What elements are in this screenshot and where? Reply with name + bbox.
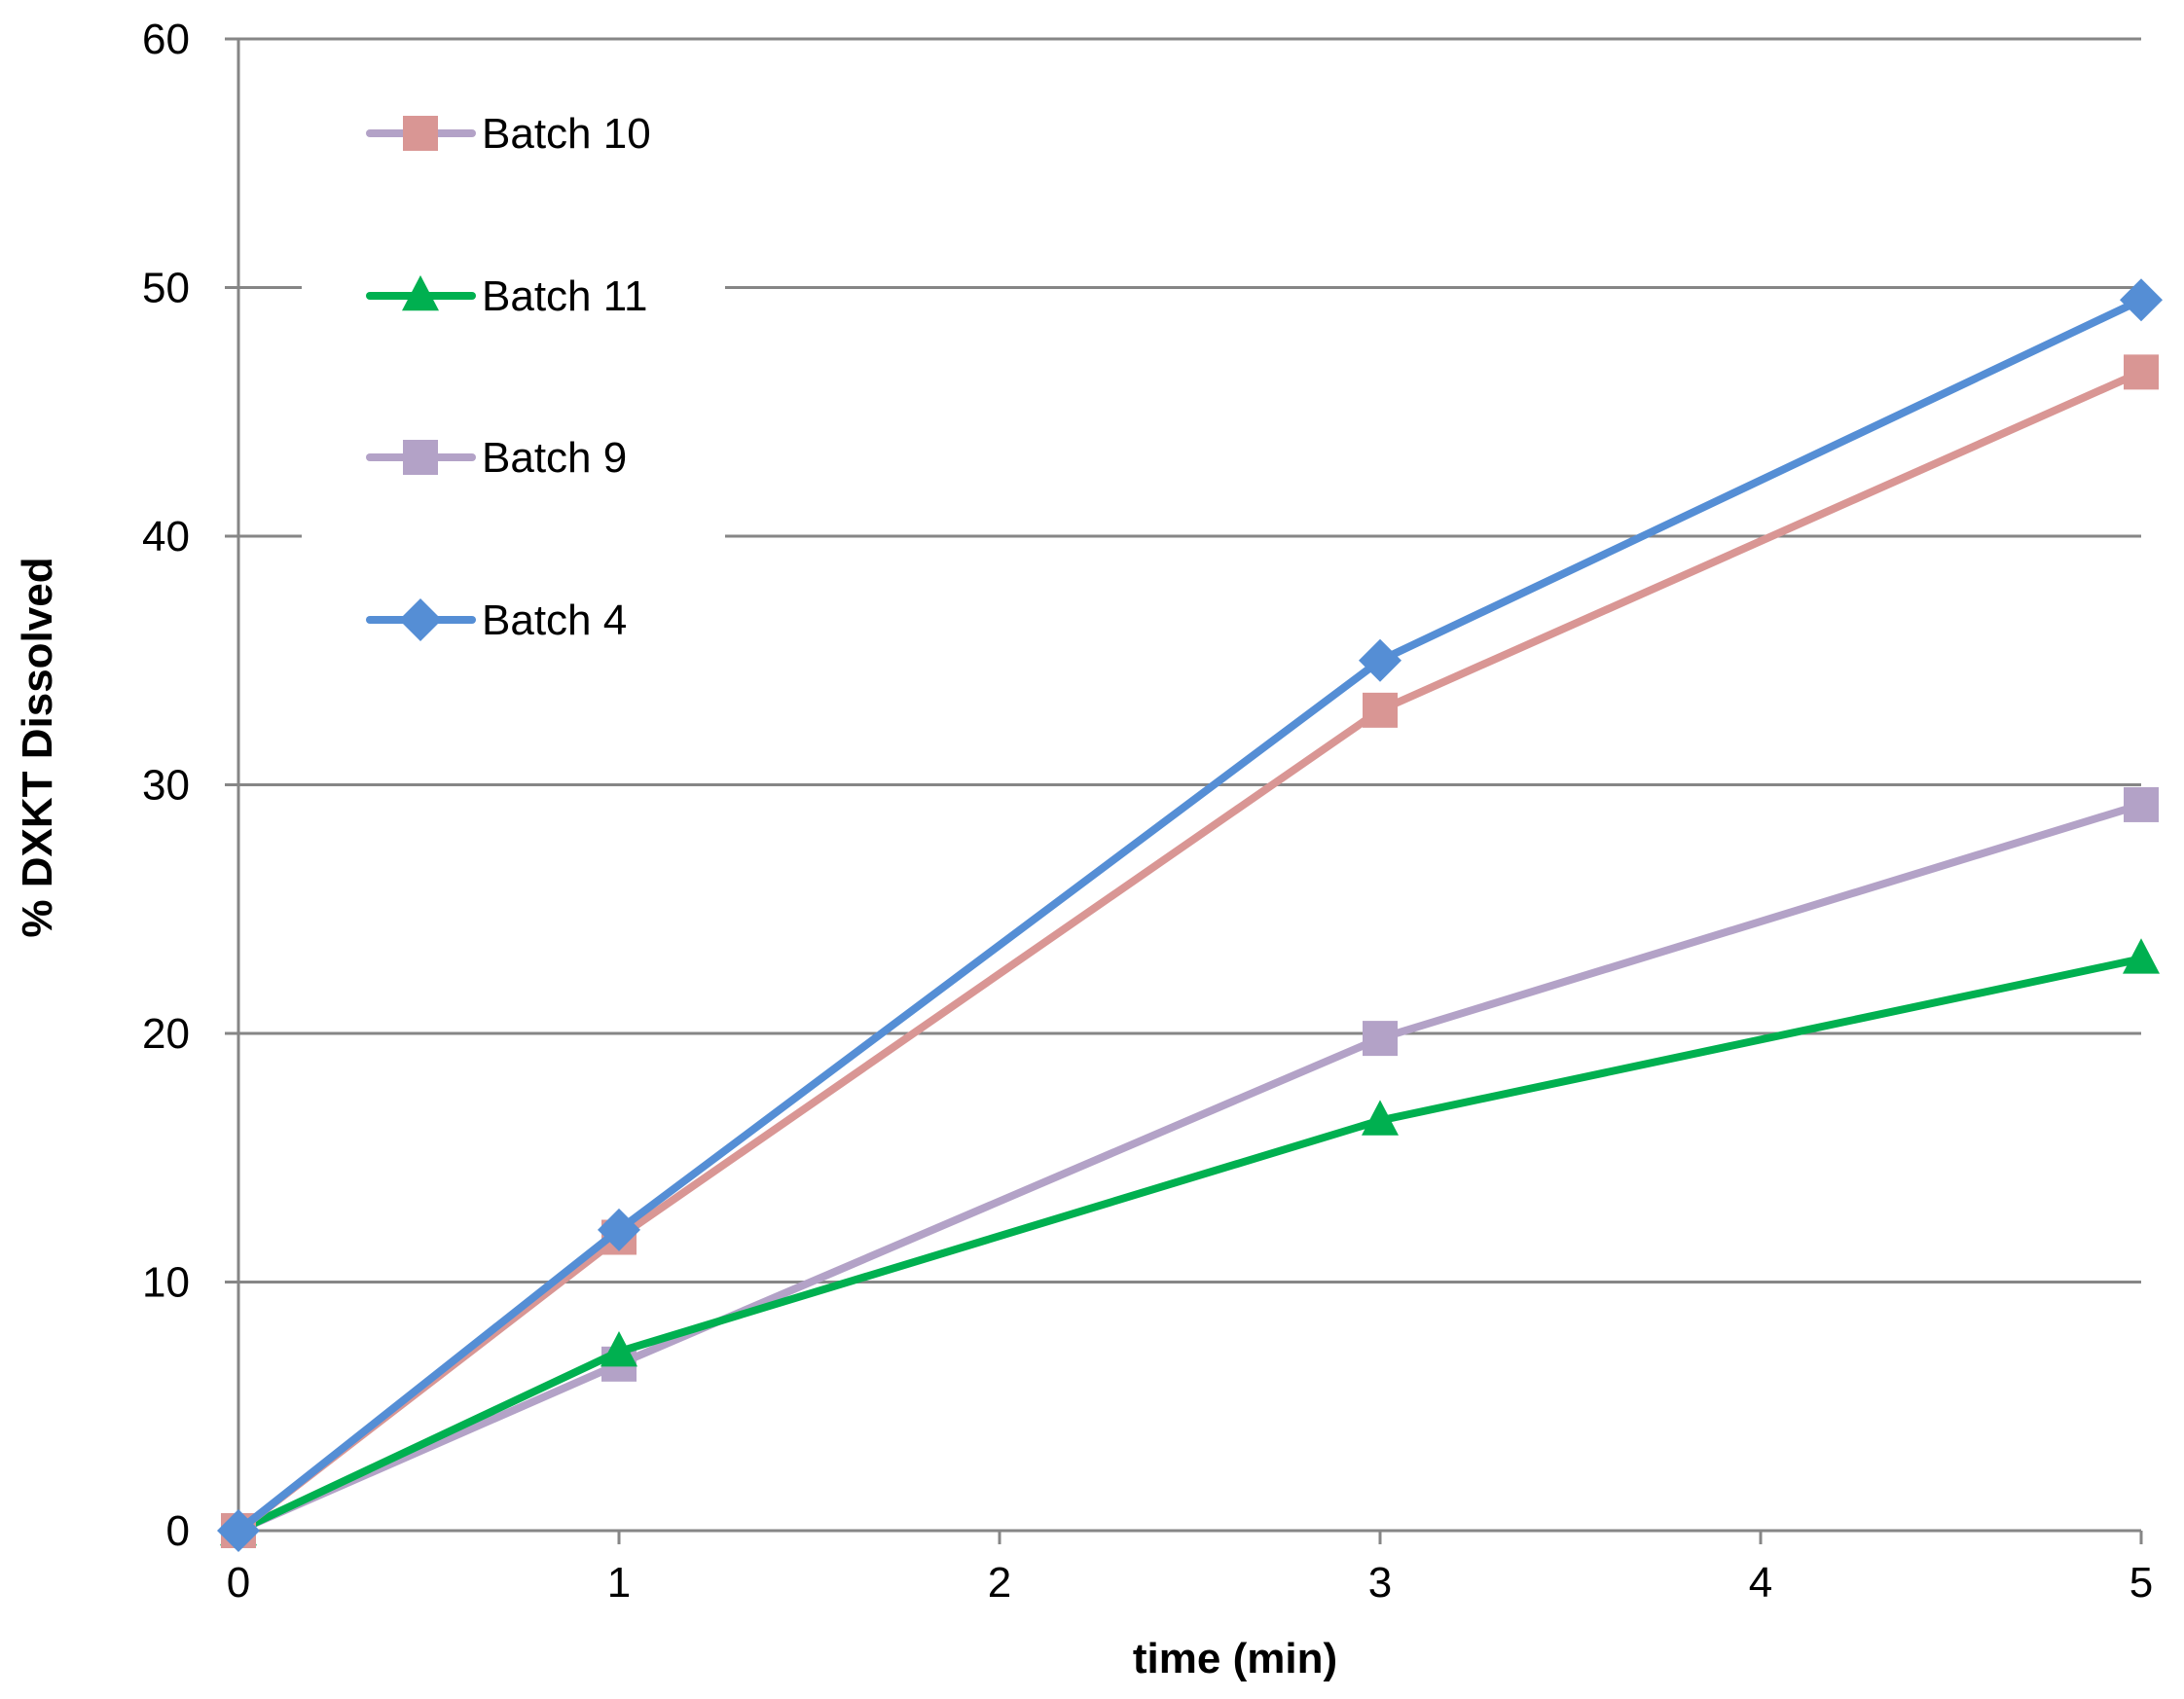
data-point-batch-4-x3	[1359, 638, 1401, 682]
legend-marker-batch-11	[402, 274, 439, 311]
legend-item-batch-9: Batch 9	[366, 434, 627, 482]
data-point-batch-4-x1	[598, 1208, 640, 1251]
x-tick-label-3: 3	[1368, 1559, 1392, 1607]
axes: 0 10 20 30 40 50 60 0 1 2 3 4 5	[142, 16, 2153, 1607]
y-tick-label-40: 40	[142, 513, 190, 560]
legend: Batch 10 Batch 11 Batch 9 Batch 4	[302, 97, 725, 652]
x-tick-label-5: 5	[2129, 1559, 2153, 1607]
data-point-batch-11-x3	[1362, 1100, 1399, 1136]
y-tick-label-10: 10	[142, 1259, 190, 1307]
data-point-batch-4-x5	[2120, 278, 2163, 322]
x-tick-label-2: 2	[988, 1559, 1011, 1607]
series-line-batch-9	[235, 800, 2145, 1535]
series-batch-9	[221, 786, 2159, 1548]
legend-label-batch-11: Batch 11	[482, 272, 647, 320]
series-batch-11	[220, 938, 2160, 1546]
y-axis-title: % DXKT Dissolved	[14, 557, 61, 937]
y-tick-label-50: 50	[142, 265, 190, 312]
legend-background	[302, 97, 725, 652]
series-layer	[217, 278, 2163, 1552]
data-point-batch-11-x5	[2123, 938, 2160, 974]
y-tick-label-0: 0	[166, 1507, 190, 1555]
data-point-batch-10-x3	[1363, 692, 1398, 728]
series-batch-4	[217, 278, 2163, 1552]
data-point-batch-9-x3	[1363, 1021, 1398, 1057]
y-tick-label-60: 60	[142, 16, 190, 63]
data-point-batch-10-x5	[2124, 354, 2159, 390]
x-axis-title: time (min)	[1133, 1635, 1337, 1682]
legend-item-batch-4: Batch 4	[366, 596, 627, 644]
data-point-batch-9-x5	[2124, 786, 2159, 822]
legend-label-batch-10: Batch 10	[482, 110, 651, 158]
legend-marker-batch-10	[403, 116, 438, 151]
legend-marker-batch-4	[399, 598, 442, 641]
data-point-batch-11-x1	[601, 1330, 637, 1367]
legend-item-batch-11: Batch 11	[366, 272, 647, 320]
series-line-batch-4	[235, 296, 2145, 1535]
data-point-batch-4-x0	[217, 1509, 260, 1552]
legend-item-batch-10: Batch 10	[366, 110, 651, 158]
x-tick-label-4: 4	[1749, 1559, 1772, 1607]
x-tick-label-0: 0	[227, 1559, 250, 1607]
legend-marker-batch-9	[403, 440, 438, 475]
y-tick-label-30: 30	[142, 762, 190, 810]
x-tick-label-1: 1	[607, 1559, 631, 1607]
series-line-batch-11	[235, 955, 2145, 1535]
legend-label-batch-4: Batch 4	[482, 596, 627, 644]
legend-label-batch-9: Batch 9	[482, 434, 627, 482]
y-tick-label-20: 20	[142, 1010, 190, 1058]
